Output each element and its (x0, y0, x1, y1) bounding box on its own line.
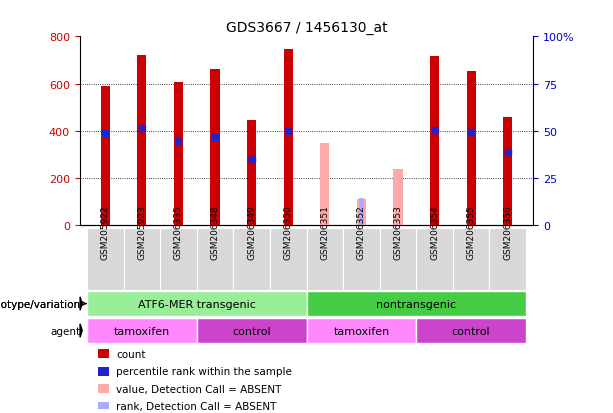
Polygon shape (80, 297, 82, 311)
Text: agent: agent (50, 326, 80, 336)
FancyBboxPatch shape (416, 319, 526, 343)
Bar (394, 169, 403, 226)
Text: control: control (452, 326, 490, 336)
Text: GSM206356: GSM206356 (503, 205, 512, 260)
Text: value, Detection Call = ABSENT: value, Detection Call = ABSENT (116, 384, 281, 394)
Text: GSM206349: GSM206349 (247, 205, 256, 260)
FancyBboxPatch shape (197, 229, 234, 290)
Text: GSM206351: GSM206351 (320, 205, 329, 260)
Bar (101, 87, 110, 226)
FancyBboxPatch shape (270, 229, 306, 290)
Title: GDS3667 / 1456130_at: GDS3667 / 1456130_at (226, 21, 387, 35)
Bar (320, 143, 329, 226)
FancyBboxPatch shape (343, 229, 379, 290)
Text: GSM206355: GSM206355 (466, 205, 476, 260)
Text: percentile rank within the sample: percentile rank within the sample (116, 366, 292, 376)
FancyBboxPatch shape (87, 292, 306, 316)
FancyBboxPatch shape (87, 319, 197, 343)
Bar (430, 57, 439, 226)
Bar (98, 367, 109, 376)
Bar (359, 199, 364, 226)
Text: tamoxifen: tamoxifen (114, 326, 170, 336)
FancyBboxPatch shape (306, 319, 416, 343)
Polygon shape (80, 324, 82, 337)
Bar (357, 200, 366, 226)
FancyBboxPatch shape (306, 292, 526, 316)
FancyBboxPatch shape (306, 229, 343, 290)
Text: GSM206352: GSM206352 (357, 205, 366, 260)
Bar (137, 56, 147, 226)
Text: genotype/variation: genotype/variation (0, 299, 80, 309)
FancyBboxPatch shape (489, 229, 526, 290)
Text: GSM205922: GSM205922 (101, 205, 110, 260)
FancyBboxPatch shape (453, 229, 489, 290)
Text: GSM206350: GSM206350 (284, 205, 293, 260)
Text: count: count (116, 349, 145, 359)
Text: GSM206353: GSM206353 (394, 205, 403, 260)
FancyBboxPatch shape (124, 229, 160, 290)
Text: GSM206335: GSM206335 (174, 205, 183, 260)
Bar (98, 349, 109, 358)
Text: nontransgenic: nontransgenic (376, 299, 456, 309)
Text: GSM206348: GSM206348 (210, 205, 219, 260)
Bar (174, 83, 183, 226)
Bar (247, 121, 256, 226)
Text: tamoxifen: tamoxifen (333, 326, 389, 336)
FancyBboxPatch shape (160, 229, 197, 290)
Text: GSM206354: GSM206354 (430, 205, 439, 260)
Text: ATF6-MER transgenic: ATF6-MER transgenic (138, 299, 256, 309)
Text: genotype/variation: genotype/variation (0, 299, 86, 309)
FancyBboxPatch shape (416, 229, 453, 290)
FancyBboxPatch shape (197, 319, 306, 343)
Bar (98, 402, 109, 411)
FancyBboxPatch shape (234, 229, 270, 290)
Bar (284, 50, 293, 226)
Text: GSM205923: GSM205923 (137, 205, 147, 260)
Bar (466, 71, 476, 226)
Text: rank, Detection Call = ABSENT: rank, Detection Call = ABSENT (116, 401, 276, 411)
FancyBboxPatch shape (379, 229, 416, 290)
Bar (503, 117, 512, 226)
Bar (210, 70, 219, 226)
FancyBboxPatch shape (87, 229, 124, 290)
Bar (98, 385, 109, 393)
Text: control: control (232, 326, 271, 336)
